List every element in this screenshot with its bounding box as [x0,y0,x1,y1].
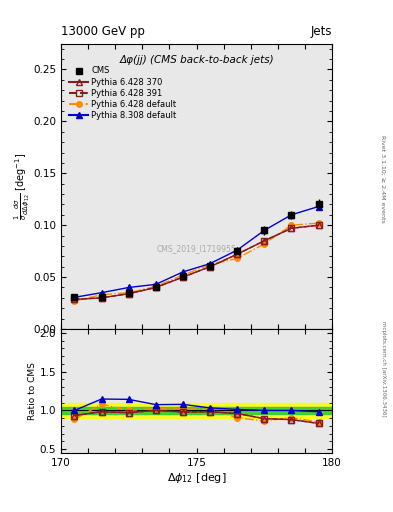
Bar [61,407,332,414]
Text: mcplots.cern.ch [arXiv:1306.3436]: mcplots.cern.ch [arXiv:1306.3436] [381,321,386,416]
Y-axis label: Ratio to CMS: Ratio to CMS [28,362,37,420]
Text: 13000 GeV pp: 13000 GeV pp [61,26,145,38]
Text: Δφ(jj) (CMS back-to-back jets): Δφ(jj) (CMS back-to-back jets) [119,55,274,65]
Bar [61,403,332,418]
Y-axis label: $\frac{1}{\sigma}\frac{d\sigma}{d\Delta\phi_{12}}$ [deg$^{-1}$]: $\frac{1}{\sigma}\frac{d\sigma}{d\Delta\… [12,153,31,220]
Legend: CMS, Pythia 6.428 370, Pythia 6.428 391, Pythia 6.428 default, Pythia 8.308 defa: CMS, Pythia 6.428 370, Pythia 6.428 391,… [68,65,178,121]
X-axis label: $\Delta\phi_{12}$ [deg]: $\Delta\phi_{12}$ [deg] [167,471,226,485]
Text: Rivet 3.1.10; ≥ 2.4M events: Rivet 3.1.10; ≥ 2.4M events [381,135,386,223]
Text: CMS_2019_I1719955: CMS_2019_I1719955 [157,245,236,253]
Text: Jets: Jets [310,26,332,38]
